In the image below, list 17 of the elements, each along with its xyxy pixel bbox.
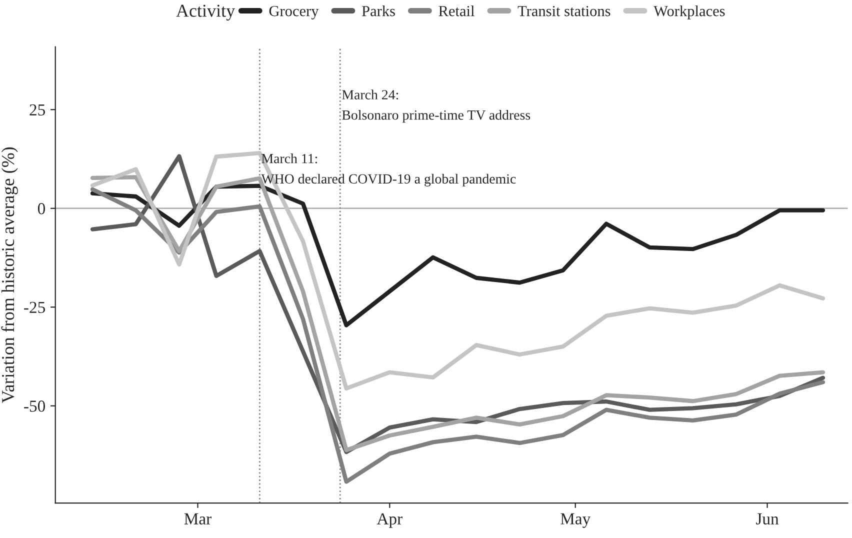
y-tick-label: 25: [30, 104, 46, 116]
y-axis-title: Variation from historic average (%): [1, 147, 18, 404]
y-tick-label: -50: [24, 400, 46, 412]
x-tick-label: Apr: [376, 513, 402, 528]
ref-line-label: March 24: Bolsonaro prime-time TV address: [342, 90, 530, 123]
legend-label: Grocery: [269, 6, 319, 20]
ref-line-label: March 11: WHO declared COVID-19 a global pandemic: [261, 154, 516, 186]
legend-label: Workplaces: [654, 5, 725, 20]
x-tick-label: Jun: [756, 513, 779, 524]
legend-title: Activity: [176, 4, 236, 21]
y-tick-label: 0: [38, 203, 46, 214]
legend-label: Retail: [438, 5, 474, 16]
x-tick-label: Mar: [184, 513, 212, 524]
x-tick-label: May: [560, 513, 591, 528]
y-tick-label: -25: [24, 302, 46, 314]
legend-label: Parks: [362, 5, 395, 16]
legend-label: Transit stations: [518, 6, 610, 16]
